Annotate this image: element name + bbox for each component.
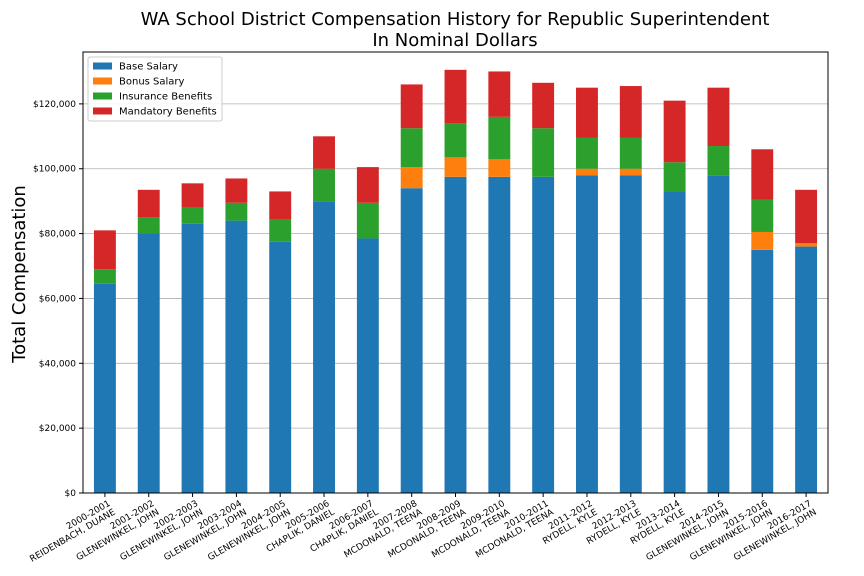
legend-entry: Insurance Benefits (119, 92, 212, 103)
y-tick-label: $40,000 (39, 359, 76, 369)
bar-base-salary (795, 246, 818, 493)
bar-mandatory-benefits (576, 87, 598, 138)
bar-base-salary (532, 176, 555, 493)
bar-bonus-salary (400, 167, 423, 189)
bar-bonus-salary (576, 168, 598, 176)
legend-swatch (93, 107, 112, 115)
bar-mandatory-benefits (93, 230, 116, 270)
bar-bonus-salary (751, 231, 774, 250)
bar-base-salary (707, 175, 730, 493)
bar-mandatory-benefits (356, 167, 379, 203)
bar-mandatory-benefits (532, 82, 555, 129)
bar-base-salary (444, 176, 467, 493)
bar-insurance-benefits (93, 269, 116, 284)
bars (93, 69, 818, 494)
bar-insurance-benefits (488, 116, 511, 160)
bar-base-salary (313, 201, 335, 494)
x-axis: 2000-2001REIDENBACH, DUANE2001-2002GLENE… (23, 493, 819, 565)
bar-insurance-benefits (225, 202, 248, 221)
bar-base-salary (225, 220, 248, 493)
legend-entry: Mandatory Benefits (119, 107, 217, 118)
bar-mandatory-benefits (619, 86, 642, 138)
bar-mandatory-benefits (488, 71, 511, 117)
chart-subtitle: In Nominal Dollars (372, 30, 537, 51)
y-tick-label: $120,000 (33, 100, 76, 110)
x-tick-label: 2000-2001REIDENBACH, DUANE (23, 499, 117, 565)
bar-insurance-benefits (619, 137, 642, 169)
bar-mandatory-benefits (751, 149, 774, 200)
bar-mandatory-benefits (225, 178, 248, 203)
bar-base-salary (181, 223, 204, 493)
bar-insurance-benefits (269, 218, 292, 242)
bar-insurance-benefits (707, 146, 730, 176)
bar-bonus-salary (795, 243, 818, 247)
bar-insurance-benefits (400, 128, 423, 168)
y-tick-label: $60,000 (39, 294, 76, 304)
bar-insurance-benefits (313, 168, 335, 202)
bar-insurance-benefits (663, 162, 686, 192)
legend-swatch (93, 77, 112, 85)
legend-entry: Bonus Salary (119, 77, 185, 88)
bar-base-salary (137, 233, 160, 493)
bar-base-salary (751, 249, 774, 493)
y-tick-label: $0 (65, 489, 77, 499)
bar-base-salary (93, 283, 116, 493)
y-axis-label: Total Compensation (9, 185, 30, 364)
bar-mandatory-benefits (444, 69, 467, 124)
bar-insurance-benefits (356, 202, 379, 239)
legend-swatch (93, 92, 112, 100)
bar-mandatory-benefits (269, 191, 292, 219)
bar-insurance-benefits (137, 217, 160, 234)
bar-base-salary (576, 175, 598, 493)
legend-entry: Base Salary (119, 62, 178, 73)
bar-mandatory-benefits (313, 136, 335, 169)
bar-mandatory-benefits (707, 87, 730, 147)
legend: Base Salary Bonus Salary Insurance Benefit… (87, 56, 223, 122)
bar-base-salary (663, 191, 686, 493)
legend-box (87, 56, 223, 122)
bar-base-salary (619, 175, 642, 493)
chart-title: WA School District Compensation History … (141, 9, 770, 30)
bar-bonus-salary (488, 159, 511, 177)
y-axis: $0 $20,000 $40,000 $60,000 $80,000 $100,000 $1… (33, 100, 83, 499)
legend-swatch (93, 62, 112, 70)
bar-insurance-benefits (751, 199, 774, 232)
bar-mandatory-benefits (400, 84, 423, 129)
bar-mandatory-benefits (795, 189, 818, 244)
bar-mandatory-benefits (663, 100, 686, 163)
bar-insurance-benefits (532, 128, 555, 177)
bar-mandatory-benefits (181, 183, 204, 208)
bar-base-salary (356, 238, 379, 493)
y-tick-label: $100,000 (33, 165, 76, 175)
bar-base-salary (488, 176, 511, 493)
bar-insurance-benefits (576, 137, 598, 169)
bar-base-salary (400, 188, 423, 494)
bar-base-salary (269, 241, 292, 493)
bar-bonus-salary (444, 157, 467, 177)
bar-insurance-benefits (181, 207, 204, 224)
bar-bonus-salary (619, 168, 642, 176)
y-tick-label: $20,000 (39, 424, 76, 434)
bar-insurance-benefits (444, 123, 467, 158)
y-tick-label: $80,000 (39, 230, 76, 240)
bar-mandatory-benefits (137, 189, 160, 218)
